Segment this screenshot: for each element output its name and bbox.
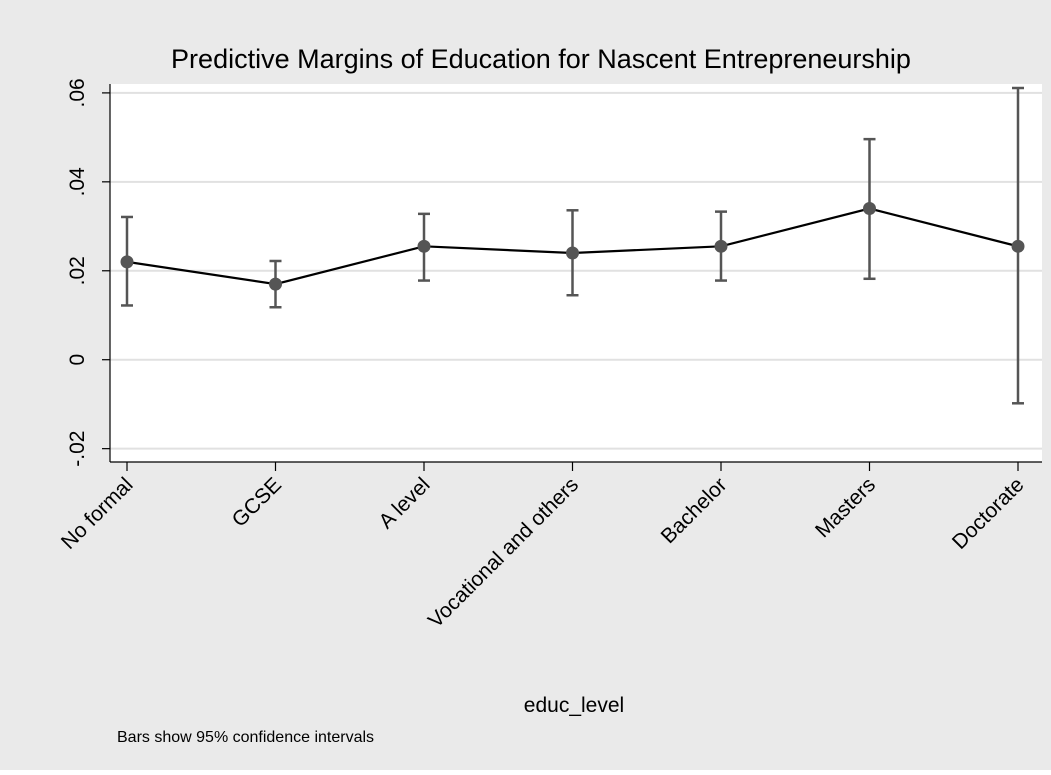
axes xyxy=(109,84,1042,463)
y-tick-label: -.02 xyxy=(66,431,89,467)
gridlines xyxy=(110,91,1042,450)
data-point xyxy=(714,239,728,253)
x-axis-label: educ_level xyxy=(524,694,624,717)
chart-title: Predictive Margins of Education for Nasc… xyxy=(171,44,911,74)
y-tick-label: 0 xyxy=(66,354,89,366)
data-point xyxy=(1011,239,1025,253)
data-points xyxy=(120,202,1025,291)
y-tick-label: .04 xyxy=(66,167,89,197)
y-tick-label: .02 xyxy=(66,256,89,285)
chart-note: Bars show 95% confidence intervals xyxy=(117,729,374,746)
data-point xyxy=(417,239,431,253)
data-point xyxy=(120,255,134,269)
y-ticks: -.02 0 .02 .04 .06 xyxy=(66,78,110,467)
data-point xyxy=(863,202,876,216)
y-tick-label: .06 xyxy=(66,78,89,107)
data-point xyxy=(269,277,282,291)
plot-background xyxy=(110,84,1042,462)
data-point xyxy=(566,246,579,260)
